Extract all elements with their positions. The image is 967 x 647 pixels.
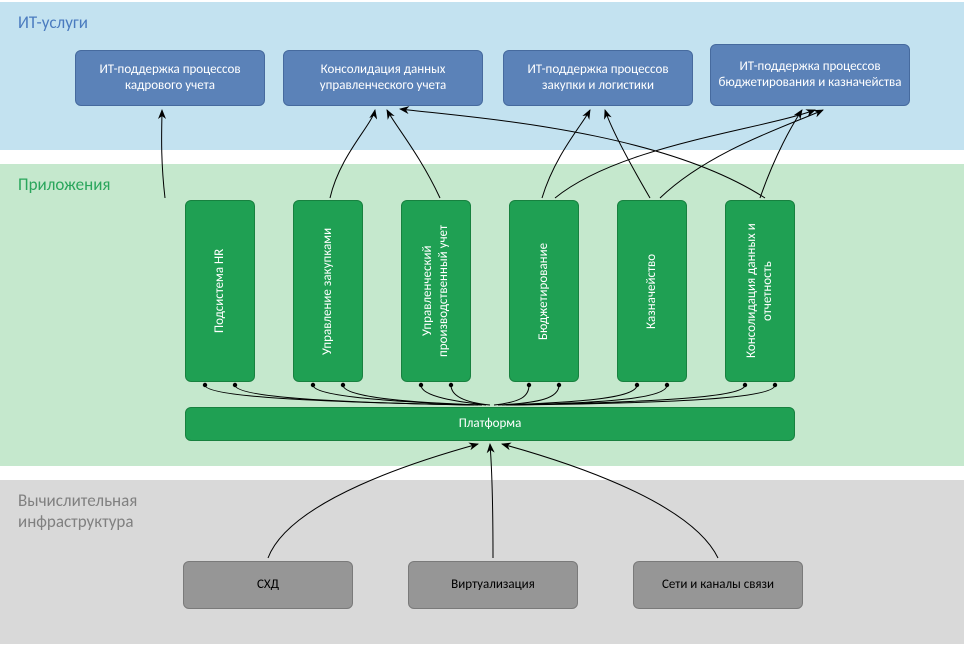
node-inf3: Сети и каналы связи: [633, 561, 803, 609]
node-platform: Платформа: [185, 407, 795, 441]
layer-title-it-services: ИТ-услуги: [18, 12, 88, 33]
node-svc1: ИТ-поддержка процессов кадрового учета: [75, 50, 265, 106]
node-svc2: Консолидация данных управленческого учет…: [283, 50, 483, 106]
node-app6: Консолидация данных и отчетность: [725, 200, 795, 382]
node-svc4: ИТ-поддержка процессов бюджетирования и …: [710, 44, 910, 106]
node-app3: Управленческий производственный учет: [401, 200, 471, 382]
layer-title-applications: Приложения: [18, 174, 110, 195]
node-app1: Подсистема HR: [185, 200, 255, 382]
node-app2: Управление закупками: [293, 200, 363, 382]
node-app4: Бюджетирование: [509, 200, 579, 382]
node-app5: Казначейство: [617, 200, 687, 382]
node-inf2: Виртуализация: [408, 561, 578, 609]
node-svc3: ИТ-поддержка процессов закупки и логисти…: [503, 50, 693, 106]
layer-title-infrastructure: Вычислительнаяинфраструктура: [18, 490, 137, 533]
node-inf1: СХД: [183, 561, 353, 609]
